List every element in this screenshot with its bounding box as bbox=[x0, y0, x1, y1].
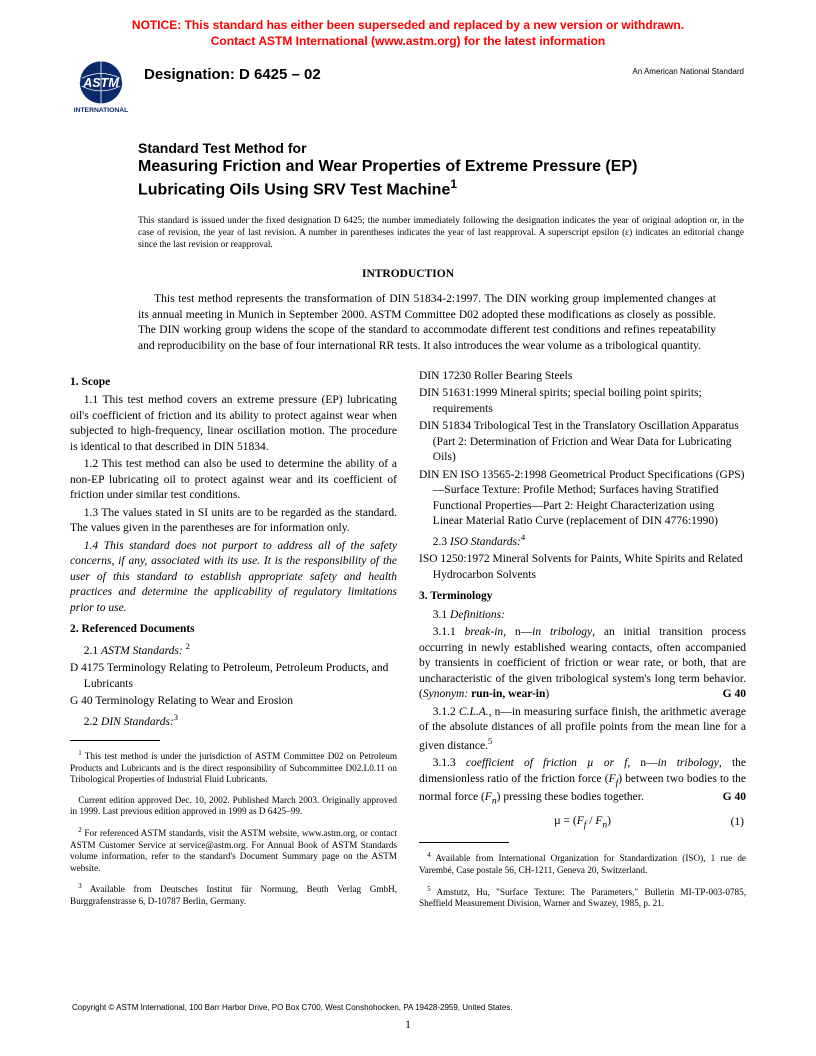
footnote-1b: Current edition approved Dec. 10, 2002. … bbox=[70, 795, 397, 818]
para-1-3: 1.3 The values stated in SI units are to… bbox=[70, 506, 397, 537]
title-main: Measuring Friction and Wear Properties o… bbox=[138, 157, 716, 200]
ref-d4175: D 4175 Terminology Relating to Petroleum… bbox=[70, 661, 397, 692]
para-2-3: 2.3 ISO Standards:4 bbox=[419, 532, 746, 550]
title-pre: Standard Test Method for bbox=[138, 139, 716, 157]
footnote-4: 4 Available from International Organizat… bbox=[419, 852, 746, 876]
astm-logo: ASTM INTERNATIONAL bbox=[72, 59, 130, 117]
footnotes-right: 4 Available from International Organizat… bbox=[419, 852, 746, 909]
footnote-3: 3 Available from Deutsches Institut für … bbox=[70, 883, 397, 907]
ref-din13565: DIN EN ISO 13565-2:1998 Geometrical Prod… bbox=[419, 468, 746, 530]
ref-din51631: DIN 51631:1999 Mineral spirits; special … bbox=[419, 386, 746, 417]
issuance-note: This standard is issued under the fixed … bbox=[138, 215, 744, 251]
notice-line2: Contact ASTM International (www.astm.org… bbox=[211, 34, 605, 48]
terminology-heading: 3. Terminology bbox=[419, 589, 746, 605]
para-3-1: 3.1 Definitions: bbox=[419, 608, 746, 624]
notice-banner: NOTICE: This standard has either been su… bbox=[0, 0, 816, 49]
designation: Designation: D 6425 – 02 bbox=[144, 65, 321, 85]
ans-tag: An American National Standard bbox=[632, 67, 744, 78]
copyright-line: Copyright © ASTM International, 100 Barr… bbox=[72, 1003, 744, 1014]
ref-din51834: DIN 51834 Tribological Test in the Trans… bbox=[419, 419, 746, 466]
svg-text:ASTM: ASTM bbox=[82, 76, 119, 90]
para-3-1-1: 3.1.1 break-in, n—in tribology, an initi… bbox=[419, 625, 746, 703]
para-3-1-2: 3.1.2 C.L.A., n—in measuring surface fin… bbox=[419, 705, 746, 754]
para-1-2: 1.2 This test method can also be used to… bbox=[70, 457, 397, 504]
title-block: Standard Test Method for Measuring Frict… bbox=[138, 139, 716, 201]
footnote-separator-right bbox=[419, 842, 509, 843]
ref-din17230: DIN 17230 Roller Bearing Steels bbox=[419, 369, 746, 385]
ref-g40: G 40 Terminology Relating to Wear and Er… bbox=[70, 694, 397, 710]
g40-ref-2: G 40 bbox=[709, 790, 746, 806]
equation-number: (1) bbox=[731, 815, 744, 831]
para-3-1-3: 3.1.3 coefficient of friction µ or f, n—… bbox=[419, 756, 746, 808]
body-columns: 1. Scope 1.1 This test method covers an … bbox=[70, 369, 746, 911]
footnote-separator-left bbox=[70, 740, 160, 741]
svg-text:INTERNATIONAL: INTERNATIONAL bbox=[74, 107, 129, 114]
footnote-5: 5 Amstutz, Hu, "Surface Texture: The Par… bbox=[419, 886, 746, 910]
para-1-4: 1.4 This standard does not purport to ad… bbox=[70, 539, 397, 617]
para-2-1: 2.1 ASTM Standards: 2 bbox=[70, 641, 397, 659]
ref-iso1250: ISO 1250:1972 Mineral Solvents for Paint… bbox=[419, 552, 746, 583]
right-column: DIN 17230 Roller Bearing Steels DIN 5163… bbox=[419, 369, 746, 911]
left-column: 1. Scope 1.1 This test method covers an … bbox=[70, 369, 397, 911]
equation-1: µ = (Ff / Fn) (1) bbox=[419, 814, 746, 832]
refdocs-heading: 2. Referenced Documents bbox=[70, 622, 397, 638]
footnote-2: 2 For referenced ASTM standards, visit t… bbox=[70, 827, 397, 874]
intro-body: This test method represents the transfor… bbox=[138, 292, 716, 354]
footnote-1: 1 This test method is under the jurisdic… bbox=[70, 750, 397, 786]
page-number: 1 bbox=[0, 1018, 816, 1034]
header-row: ASTM INTERNATIONAL Designation: D 6425 –… bbox=[72, 59, 744, 117]
g40-ref: G 40 bbox=[709, 687, 746, 703]
scope-heading: 1. Scope bbox=[70, 375, 397, 391]
para-2-2: 2.2 DIN Standards:3 bbox=[70, 712, 397, 730]
para-1-1: 1.1 This test method covers an extreme p… bbox=[70, 393, 397, 455]
notice-line1: NOTICE: This standard has either been su… bbox=[132, 18, 684, 32]
footnotes-left: 1 This test method is under the jurisdic… bbox=[70, 750, 397, 907]
intro-heading: INTRODUCTION bbox=[0, 267, 816, 283]
